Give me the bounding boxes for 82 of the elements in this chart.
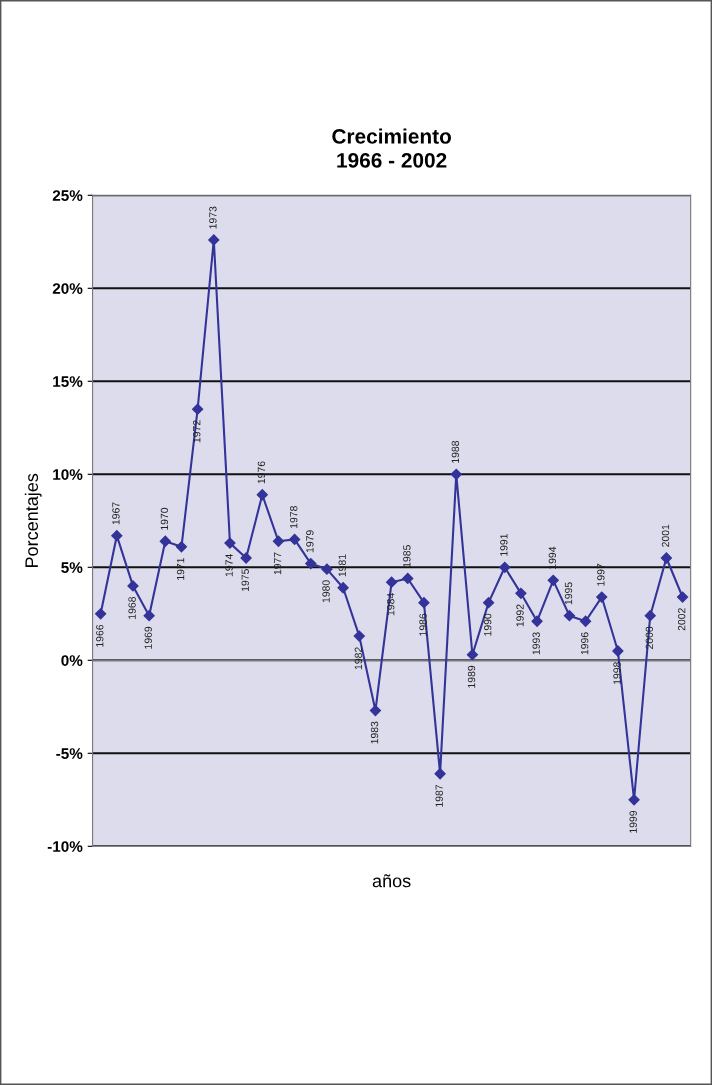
point xyxy=(579,615,592,627)
point xyxy=(612,645,624,657)
point xyxy=(531,615,543,627)
x-tick-label: 1986 xyxy=(419,613,427,636)
x-tick-label: 1987 xyxy=(435,784,443,807)
point xyxy=(240,552,252,564)
point xyxy=(466,649,479,661)
x-tick-label: 1984 xyxy=(387,593,395,616)
point xyxy=(305,557,317,570)
point xyxy=(337,582,349,594)
x-tick-label: 1990 xyxy=(484,613,492,636)
x-tick-label: 1991 xyxy=(500,534,508,556)
x-tick-label: 1969 xyxy=(144,626,152,649)
point xyxy=(95,608,107,620)
point xyxy=(596,591,608,603)
point xyxy=(143,610,155,622)
point xyxy=(402,572,414,585)
x-tick-label: 1976 xyxy=(257,461,266,484)
y-tick-label: 25% xyxy=(52,190,83,201)
point xyxy=(289,533,301,546)
point xyxy=(434,768,446,780)
x-tick-label: 1974 xyxy=(225,554,233,577)
y-tick-label: -10% xyxy=(47,841,83,852)
point xyxy=(208,234,220,246)
x-tick-label: 1967 xyxy=(112,502,120,525)
x-tick-label: 1985 xyxy=(403,545,411,568)
point xyxy=(418,597,430,609)
point xyxy=(256,489,268,501)
point xyxy=(224,537,236,549)
chart-title: Crecimiento 1966 - 2002 xyxy=(332,128,451,168)
point xyxy=(482,597,495,609)
y-tick-label: -5% xyxy=(56,748,83,759)
x-tick-label: 1996 xyxy=(580,632,589,655)
x-tick-label: 2002 xyxy=(677,608,686,631)
x-tick-label: 1973 xyxy=(209,206,217,229)
point xyxy=(563,610,576,622)
x-tick-label: 1989 xyxy=(467,665,476,688)
x-tick-label: 1975 xyxy=(241,569,249,592)
point xyxy=(127,580,139,592)
x-tick-label: 1999 xyxy=(629,810,637,833)
x-tick-label: 1988 xyxy=(451,440,460,463)
y-tick-label: 10% xyxy=(53,469,83,480)
point xyxy=(159,535,171,547)
point xyxy=(175,541,188,553)
y-tick-label: 20% xyxy=(52,283,83,294)
point xyxy=(111,530,123,542)
point xyxy=(515,587,527,599)
x-tick-label: 2000 xyxy=(645,626,654,649)
point xyxy=(547,574,559,586)
x-tick-label: 1997 xyxy=(597,563,605,586)
x-tick-label: 1979 xyxy=(306,530,314,553)
point xyxy=(192,403,204,415)
x-tick-label: 1993 xyxy=(532,632,540,655)
point xyxy=(660,552,672,564)
point xyxy=(644,610,656,622)
x-tick-label: 2001 xyxy=(661,524,670,547)
x-axis-title: años xyxy=(372,874,411,888)
point xyxy=(385,576,398,588)
x-tick-label: 1972 xyxy=(193,420,201,443)
point xyxy=(499,561,511,573)
point xyxy=(272,535,285,547)
y-tick-label: 15% xyxy=(53,376,83,387)
point xyxy=(628,794,640,806)
x-tick-label: 1970 xyxy=(160,507,169,530)
x-tick-label: 1977 xyxy=(273,552,282,575)
y-tick-label: 0% xyxy=(61,655,83,666)
x-tick-label: 1980 xyxy=(322,580,330,603)
x-tick-label: 1978 xyxy=(290,506,298,528)
x-tick-label: 1995 xyxy=(564,582,573,605)
x-tick-label: 1981 xyxy=(338,554,346,577)
x-tick-label: 1992 xyxy=(516,604,524,627)
y-axis-title: Porcentajes xyxy=(24,473,42,567)
x-tick-label: 1966 xyxy=(96,624,104,647)
point xyxy=(353,630,365,642)
point xyxy=(321,563,333,575)
point xyxy=(450,468,462,480)
x-tick-label: 1982 xyxy=(354,647,363,670)
y-tick-label: 5% xyxy=(61,562,83,573)
x-tick-label: 1998 xyxy=(613,662,621,685)
x-tick-label: 1968 xyxy=(128,596,136,619)
x-tick-label: 1983 xyxy=(370,721,379,744)
point xyxy=(676,591,689,603)
